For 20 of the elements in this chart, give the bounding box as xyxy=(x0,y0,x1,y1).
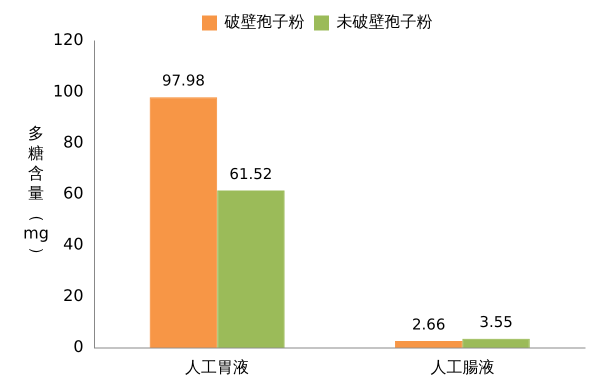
y-tick-label: 60 xyxy=(63,184,84,203)
y-tick-label: 100 xyxy=(52,81,84,100)
data-label: 3.55 xyxy=(479,313,513,332)
legend-label: 未破壁孢子粉 xyxy=(336,12,432,32)
x-tick-label: 人工腸液 xyxy=(430,358,494,377)
bar xyxy=(150,97,218,348)
y-tick-label: 20 xyxy=(63,286,84,305)
data-label: 61.52 xyxy=(229,164,272,183)
bar xyxy=(462,338,530,348)
legend-label: 破壁孢子粉 xyxy=(224,12,304,32)
y-tick-label: 80 xyxy=(63,132,84,152)
y-tick-label: 40 xyxy=(63,234,84,254)
bar xyxy=(217,190,285,348)
data-label: 97.98 xyxy=(162,72,205,90)
data-label: 2.66 xyxy=(412,315,446,334)
y-axis-title: 多糖含量（mg） xyxy=(23,124,49,262)
bar xyxy=(394,341,462,348)
x-tick-label: 人工胃液 xyxy=(185,358,250,377)
y-tick-label: 0 xyxy=(73,336,84,356)
y-tick-label: 120 xyxy=(52,30,84,50)
